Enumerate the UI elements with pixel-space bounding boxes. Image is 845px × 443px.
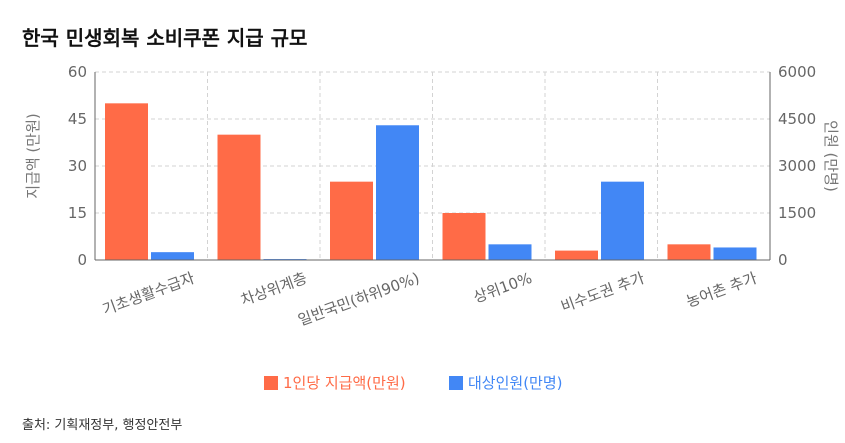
- chart-title: 한국 민생회복 소비쿠폰 지급 규모: [22, 26, 308, 50]
- category-label: 농어촌 추가: [684, 269, 760, 311]
- bar-amount: [105, 103, 148, 260]
- legend-label: 대상인원(만명): [468, 374, 563, 392]
- y-right-tick-label: 3000: [778, 157, 816, 175]
- bar-amount: [442, 213, 486, 260]
- bar-amount: [555, 250, 598, 260]
- bar-people: [488, 244, 532, 260]
- category-label: 상위10%: [471, 269, 534, 307]
- y-right-tick-label: 0: [778, 251, 788, 269]
- bar-amount: [667, 244, 711, 260]
- tick-labels: 0 15 30 45 60 0 1500 3000 4500 6000: [68, 63, 816, 269]
- y-left-tick-label: 30: [68, 157, 87, 175]
- y-left-tick-label: 45: [68, 110, 87, 128]
- y-right-tick-label: 4500: [778, 110, 816, 128]
- axes: [94, 72, 771, 261]
- grid-lines: [94, 71, 771, 260]
- bar-people: [376, 125, 419, 261]
- category-label: 비수도권 추가: [558, 269, 647, 316]
- bars: [105, 103, 757, 261]
- y-right-tick-label: 6000: [778, 63, 816, 81]
- bar-people: [151, 252, 194, 260]
- bar-people: [601, 181, 644, 260]
- y-left-tick-label: 15: [68, 204, 87, 222]
- bar-amount: [330, 181, 373, 260]
- y-axis-right-label: 인원 (만명): [822, 120, 840, 192]
- legend-swatch: [264, 376, 278, 390]
- y-left-tick-label: 60: [68, 63, 87, 81]
- legend: 1인당 지급액(만원) 대상인원(만명): [264, 374, 563, 392]
- category-label: 일반국민(하위90%): [296, 269, 422, 330]
- legend-swatch: [449, 376, 463, 390]
- bar-amount: [217, 134, 261, 260]
- source-note: 출처: 기획재정부, 행정안전부: [22, 418, 183, 433]
- y-right-tick-label: 1500: [778, 204, 816, 222]
- y-left-tick-label: 0: [77, 251, 87, 269]
- bar-people: [713, 247, 757, 260]
- y-axis-left-label: 지급액 (만원): [24, 113, 42, 198]
- legend-label: 1인당 지급액(만원): [283, 374, 406, 392]
- category-label: 기초생활수급자: [100, 269, 197, 319]
- category-label: 차상위계층: [238, 269, 309, 310]
